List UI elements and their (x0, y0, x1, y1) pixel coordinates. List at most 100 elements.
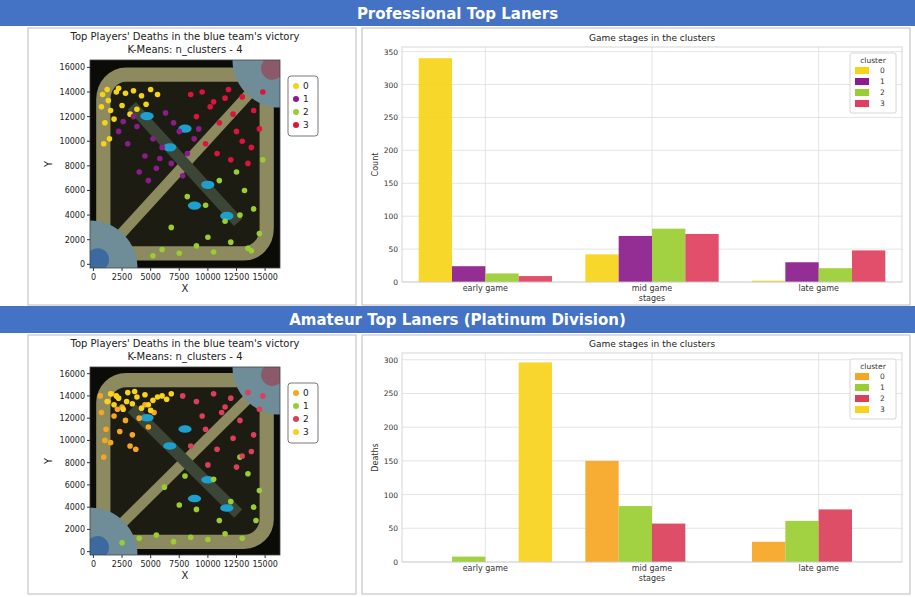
y-axis-title: Deaths (371, 443, 380, 471)
point (130, 432, 136, 438)
bar (685, 234, 718, 282)
map-mid-lane (113, 390, 257, 533)
bar (785, 262, 818, 282)
y-tick-label: 350 (384, 48, 399, 57)
legend: cluster0123 (850, 359, 896, 419)
point (217, 178, 223, 184)
x-tick-label: mid game (632, 284, 672, 293)
y-tick-label: 2000 (65, 525, 85, 534)
y-tick (87, 67, 90, 68)
bar (585, 461, 618, 562)
y-tick (87, 92, 90, 93)
bar (652, 524, 685, 562)
y-tick-label: 100 (384, 212, 399, 221)
y-tick (87, 551, 90, 552)
map-base (233, 367, 281, 415)
map-river (132, 408, 238, 513)
point (245, 471, 251, 477)
point (214, 151, 220, 157)
legend-swatch (855, 89, 869, 96)
legend-label: 3 (303, 120, 309, 130)
point (106, 98, 112, 104)
panel (28, 335, 356, 594)
point (237, 212, 243, 218)
point (125, 390, 131, 396)
point (188, 534, 194, 540)
point (176, 129, 182, 135)
point (230, 435, 236, 441)
legend-swatch (855, 373, 869, 380)
point (199, 413, 205, 419)
point (226, 87, 232, 93)
map-nexus (261, 60, 280, 80)
point (257, 126, 263, 132)
point (228, 239, 234, 245)
legend-label: 2 (303, 107, 309, 117)
y-tick (87, 215, 90, 216)
point (100, 92, 106, 98)
x-tick-label: mid game (632, 564, 672, 573)
point (234, 129, 240, 135)
grid-line-x (485, 47, 486, 282)
point (157, 156, 163, 162)
point (251, 432, 257, 438)
legend-swatch (855, 384, 869, 391)
legend-swatch (293, 122, 299, 128)
map-jungle (105, 382, 265, 540)
point (131, 88, 137, 94)
point (257, 406, 263, 412)
point (228, 157, 234, 163)
plot-frame (90, 367, 280, 555)
point (142, 153, 148, 159)
y-tick-label: 2000 (65, 236, 85, 245)
point (214, 447, 220, 453)
chart-title: Top Players' Deaths in the blue team's v… (70, 338, 300, 349)
point (196, 126, 202, 132)
point (132, 389, 138, 395)
legend-title: cluster (860, 362, 886, 371)
x-tick-label: 5000 (140, 273, 160, 282)
point (205, 462, 211, 468)
map-pit (140, 414, 153, 422)
point (245, 161, 251, 167)
point (194, 114, 200, 120)
point (199, 89, 205, 95)
point (260, 89, 266, 95)
legend-label: 2 (880, 394, 885, 403)
x-tick (236, 268, 237, 271)
point (101, 454, 107, 460)
point (249, 145, 255, 151)
point (180, 393, 186, 399)
point (188, 92, 194, 98)
map-nexus (90, 248, 109, 268)
y-tick-label: 0 (393, 558, 398, 567)
point (171, 120, 177, 126)
point (253, 518, 259, 524)
y-tick (87, 190, 90, 191)
x-tick-label: 2500 (112, 273, 132, 282)
point (119, 540, 125, 546)
legend-swatch (855, 67, 869, 74)
y-tick-label: 200 (384, 146, 399, 155)
plot-frame (90, 60, 280, 268)
map-pit (220, 212, 233, 220)
point (120, 406, 126, 412)
point (107, 136, 113, 142)
point (131, 114, 137, 120)
point (239, 536, 245, 542)
x-tick-label: 0 (91, 560, 96, 569)
point (205, 234, 211, 240)
y-tick-label: 6000 (65, 186, 85, 195)
x-tick (265, 555, 266, 558)
point (203, 202, 209, 208)
point (222, 218, 228, 224)
legend-swatch (293, 96, 299, 102)
point (104, 87, 110, 93)
bars (419, 58, 886, 282)
y-tick-label: 14000 (60, 88, 85, 97)
legend-label: 0 (880, 66, 885, 75)
point (98, 393, 104, 399)
y-axis-title: Y (43, 457, 54, 465)
point (136, 536, 142, 542)
banner (0, 306, 915, 333)
